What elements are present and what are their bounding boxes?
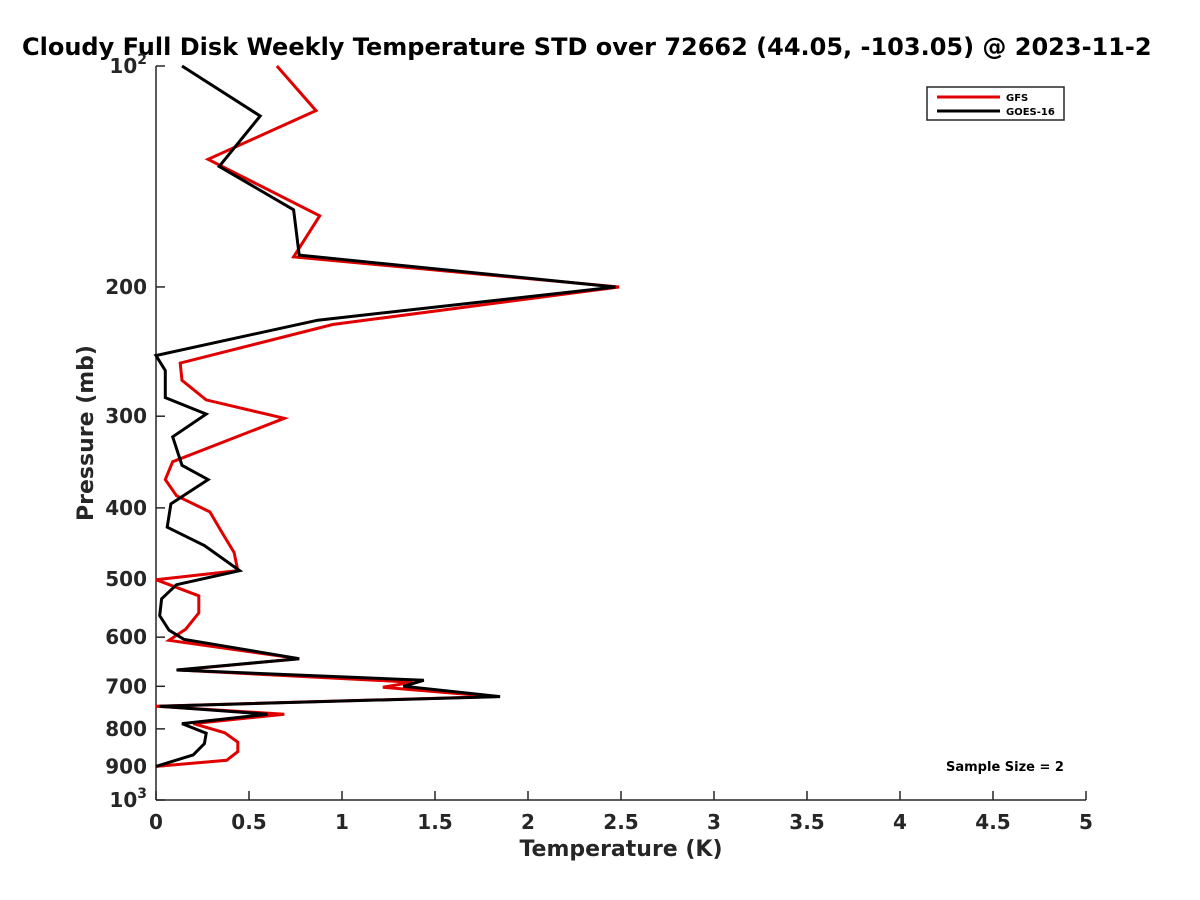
x-tick-label: 5 <box>1079 810 1093 834</box>
x-tick-label: 3.5 <box>789 810 824 834</box>
sample-size-annotation: Sample Size = 2 <box>946 760 1064 775</box>
y-tick-label: 102 <box>109 52 147 78</box>
y-tick-label: 200 <box>105 275 147 299</box>
x-tick-label: 4 <box>893 810 907 834</box>
y-tick-label: 400 <box>105 496 147 520</box>
series-line-goes-16 <box>153 64 616 768</box>
legend: GFS GOES-16 <box>926 86 1065 121</box>
y-tick-label: 800 <box>105 717 147 741</box>
x-tick-label: 1.5 <box>417 810 452 834</box>
x-tick-label: 2.5 <box>603 810 638 834</box>
y-tick-label: 500 <box>105 567 147 591</box>
y-tick-label: 900 <box>105 754 147 778</box>
legend-label: GFS <box>1006 93 1028 104</box>
chart-title: Cloudy Full Disk Weekly Temperature STD … <box>22 33 1152 61</box>
x-tick-label: 3 <box>707 810 721 834</box>
x-tick-label: 0.5 <box>231 810 266 834</box>
x-axis: 0 0.5 1 1.5 2 2.5 3 3.5 4 4.5 5 <box>149 791 1093 834</box>
y-tick-label: 700 <box>105 674 147 698</box>
x-axis-label: Temperature (K) <box>519 837 722 862</box>
y-tick-label: 300 <box>105 404 147 428</box>
x-tick-label: 0 <box>149 810 163 834</box>
series-layer <box>153 64 620 768</box>
y-axis: 102 200 300 400 500 600 700 800 900 103 <box>105 52 165 812</box>
x-tick-label: 1 <box>335 810 349 834</box>
y-tick-label: 600 <box>105 625 147 649</box>
series-line-gfs <box>155 65 620 768</box>
legend-box <box>926 86 1065 121</box>
x-tick-label: 2 <box>521 810 535 834</box>
y-tick-label: 103 <box>109 786 147 812</box>
legend-label: GOES-16 <box>1006 107 1055 118</box>
x-tick-label: 4.5 <box>975 810 1010 834</box>
y-axis-label: Pressure (mb) <box>74 345 99 521</box>
